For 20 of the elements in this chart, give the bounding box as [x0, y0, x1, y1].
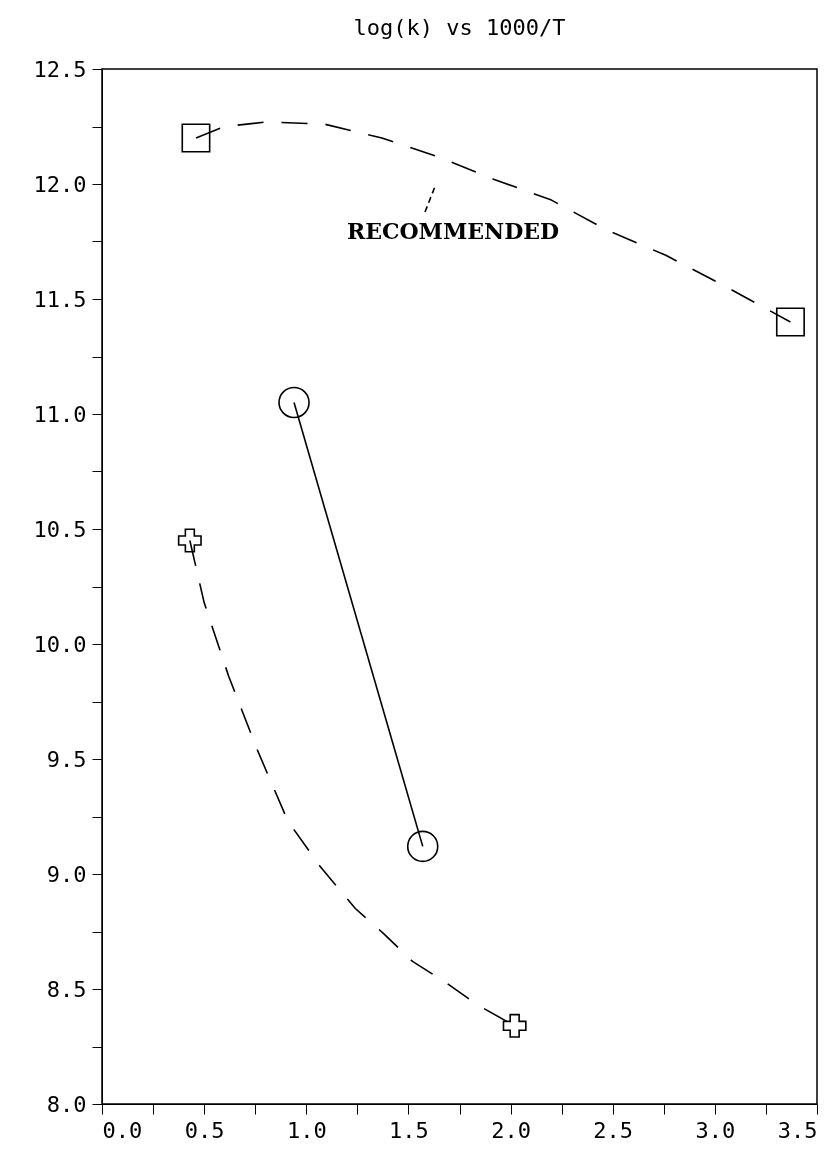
x-tick-label: 2.5	[593, 1117, 634, 1143]
x-tick-label: 0.5	[184, 1117, 225, 1143]
y-tick-label: 8.5	[46, 976, 87, 1002]
y-tick-label: 11.0	[33, 401, 87, 427]
x-tick-label: 3.0	[695, 1117, 736, 1143]
y-tick-label: 10.5	[33, 516, 87, 542]
y-tick-label: 9.5	[46, 746, 87, 772]
annotation: RECOMMENDED	[346, 218, 560, 244]
x-tick-label: 1.5	[389, 1117, 429, 1143]
chart-title: log(k) vs 1000/T	[353, 15, 566, 40]
y-tick-label: 10.0	[33, 631, 87, 657]
y-tick-label: 9.0	[46, 861, 87, 887]
y-tick-label: 11.5	[33, 286, 87, 312]
y-tick-label: 12.5	[33, 56, 87, 82]
y-tick-label: 12.0	[33, 171, 87, 197]
y-tick-label: 8.0	[46, 1091, 87, 1117]
x-tick-label: 0.0	[102, 1117, 143, 1143]
x-tick-label: 1.0	[286, 1117, 327, 1143]
x-tick-label: 3.5	[777, 1117, 818, 1143]
x-tick-label: 2.0	[491, 1117, 531, 1143]
